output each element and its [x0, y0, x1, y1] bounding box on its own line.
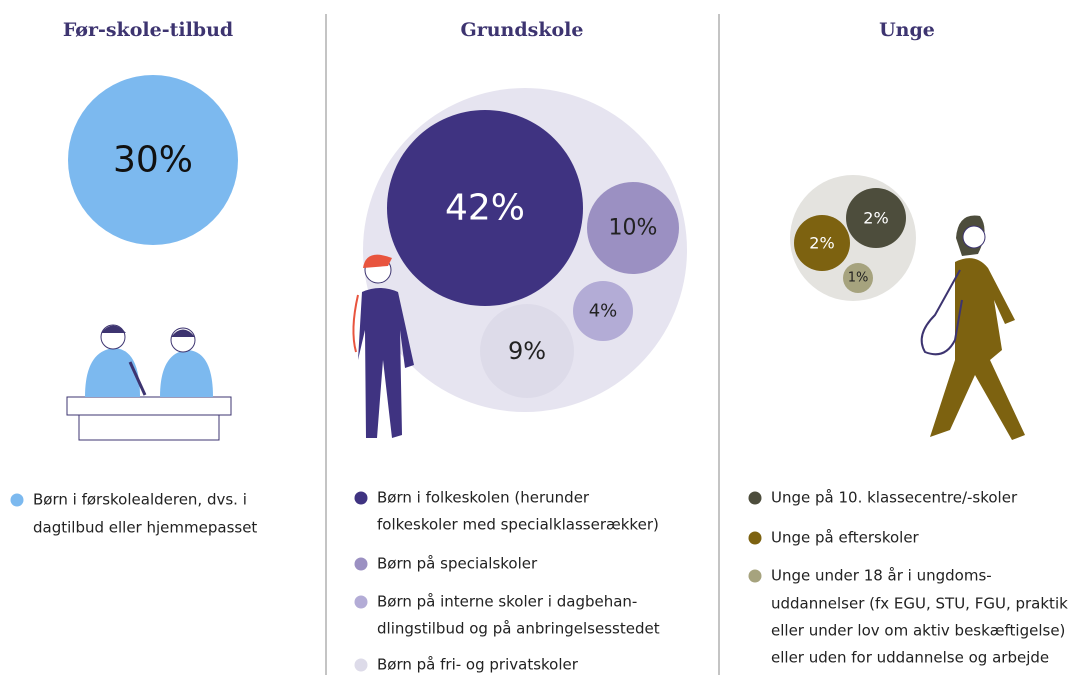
legend-text: eller uden for uddannelse og arbejde [771, 649, 1049, 667]
panel-title: Før-skole-tilbud [63, 19, 233, 41]
bubble-label: 42% [445, 188, 525, 229]
legend-text: Unge på efterskoler [771, 529, 920, 547]
legend-dot [355, 558, 368, 571]
legend-text: Børn på interne skoler i dagbehan- [377, 593, 637, 611]
legend-dot [749, 492, 762, 505]
legend-text: Børn i førskolealderen, dvs. i [33, 491, 247, 509]
teen-illustration [922, 215, 1025, 440]
legend-dot [355, 596, 368, 609]
legend-text: dlingstilbud og på anbringelsesstedet [377, 620, 660, 638]
legend-text: Børn på specialskoler [377, 555, 538, 573]
legend-text: dagtilbud eller hjemmepasset [33, 519, 257, 537]
legend-text: eller under lov om aktiv beskæftigelse) [771, 622, 1065, 640]
panel-title: Grundskole [461, 19, 584, 41]
bubble-label: 9% [508, 337, 546, 365]
bubble-label: 2% [863, 209, 888, 228]
legend-text: Unge under 18 år i ungdoms- [771, 567, 992, 585]
legend-dot [749, 570, 762, 583]
legend-text: Børn på fri- og privatskoler [377, 656, 579, 674]
bubble-label: 2% [809, 234, 834, 253]
legend-dot [749, 532, 762, 545]
legend-dot [355, 492, 368, 505]
infographic: Før-skole-tilbud 30% Børn i førskolealdere… [0, 0, 1073, 675]
panel-title: Unge [879, 19, 935, 41]
legend-dot [355, 659, 368, 672]
bubble-label: 4% [589, 301, 618, 322]
legend-dot [11, 494, 24, 507]
legend-text: folkeskoler med specialklasserækker) [377, 516, 659, 534]
legend-text: Unge på 10. klassecentre/-skoler [771, 489, 1018, 507]
bubble-label: 1% [848, 271, 869, 286]
bubble-label: 10% [609, 216, 658, 241]
legend-text: uddannelser (fx EGU, STU, FGU, praktik [771, 595, 1068, 613]
bubble-label: 30% [113, 140, 193, 181]
children-illustration [67, 325, 231, 440]
legend-text: Børn i folkeskolen (herunder [377, 489, 590, 507]
